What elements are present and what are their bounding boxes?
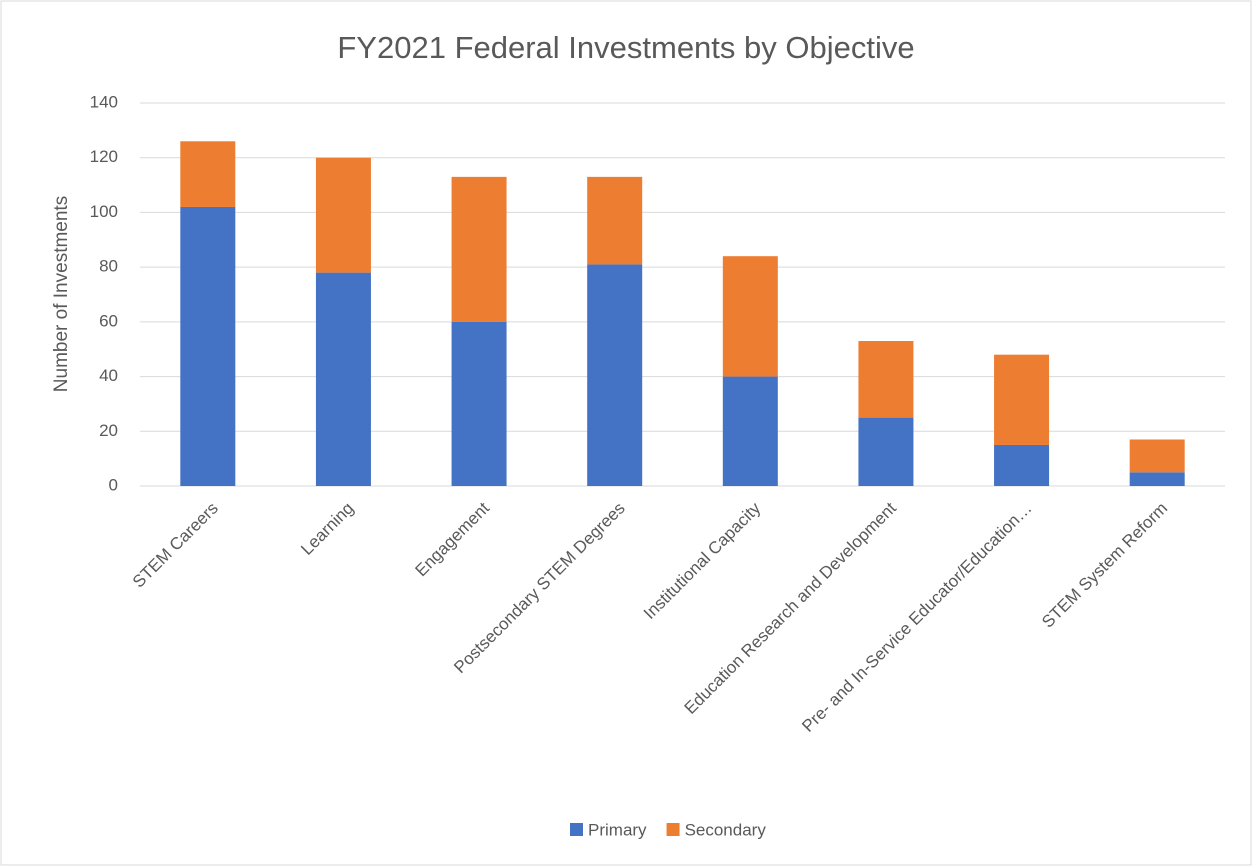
bar-segment: [587, 176, 643, 265]
bar-segment: [858, 417, 914, 486]
bar-segment: [451, 321, 507, 486]
y-tick-label: 60: [99, 311, 118, 330]
y-axis-label: Number of Investments: [51, 196, 72, 392]
y-tick-label: 0: [109, 475, 118, 494]
bar-segment: [587, 264, 643, 486]
bar-segment: [180, 141, 236, 207]
legend-swatch: [570, 823, 583, 836]
y-tick-label: 100: [90, 202, 118, 221]
y-tick-label: 80: [99, 257, 118, 276]
bar-segment: [1129, 439, 1185, 473]
bar-segment: [722, 376, 778, 486]
y-tick-label: 40: [99, 366, 118, 385]
bar-segment: [315, 157, 371, 273]
chart-title: FY2021 Federal Investments by Objective: [337, 30, 914, 65]
bar-segment: [858, 341, 914, 418]
y-tick-label: 140: [90, 92, 118, 111]
bar-segment: [1129, 472, 1185, 486]
legend-label: Primary: [588, 820, 647, 839]
bar-segment: [994, 354, 1050, 445]
bar-segment: [315, 272, 371, 486]
bar-segment: [180, 206, 236, 486]
legend-label: Secondary: [685, 820, 767, 839]
legend-swatch: [666, 823, 680, 836]
y-tick-label: 20: [99, 421, 118, 440]
bar-segment: [994, 444, 1050, 486]
bar-segment: [451, 176, 507, 322]
y-tick-label: 120: [90, 147, 118, 166]
bar-segment: [722, 256, 778, 377]
